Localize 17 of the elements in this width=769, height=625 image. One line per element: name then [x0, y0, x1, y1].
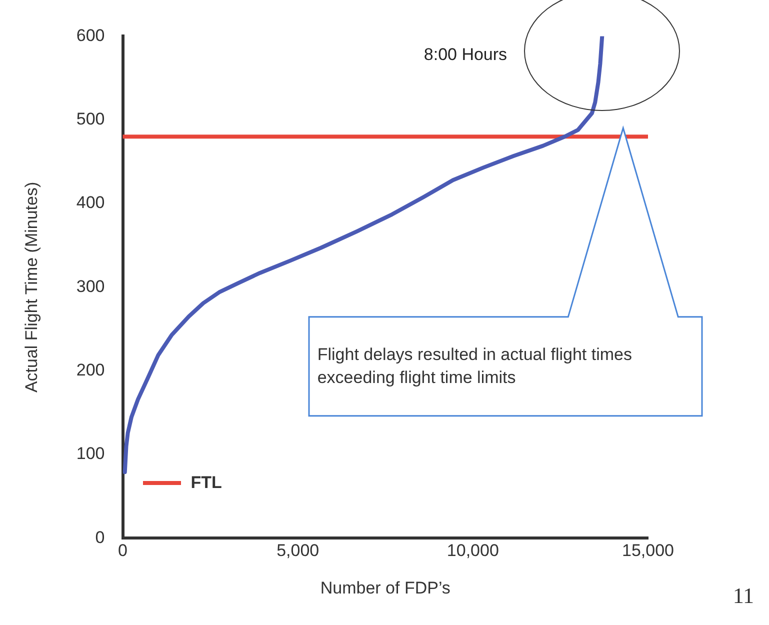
y-tick-label: 500 — [76, 110, 105, 129]
y-tick-label: 400 — [76, 193, 105, 212]
y-tick-label: 600 — [76, 26, 105, 45]
x-tick-label: 0 — [118, 541, 128, 560]
x-axis-title: Number of FDP’s — [320, 578, 450, 598]
y-axis-title: Actual Flight Time (Minutes) — [22, 182, 41, 393]
x-tick-label: 5,000 — [276, 541, 320, 560]
y-tick-label: 200 — [76, 360, 105, 380]
x-tick-label: 15,000 — [622, 541, 674, 560]
y-tick-label: 100 — [76, 444, 105, 464]
annotation: Flight delays resulted in actual flight times exceeding flight time limits — [317, 345, 632, 388]
legend-label: FTL — [190, 472, 222, 493]
x-tick-label: 10,000 — [446, 541, 499, 560]
y-tick-label: 300 — [76, 276, 105, 296]
y-tick-label: 0 — [95, 528, 105, 547]
annotation: 8:00 Hours — [424, 44, 508, 65]
text: 11 — [732, 583, 754, 609]
